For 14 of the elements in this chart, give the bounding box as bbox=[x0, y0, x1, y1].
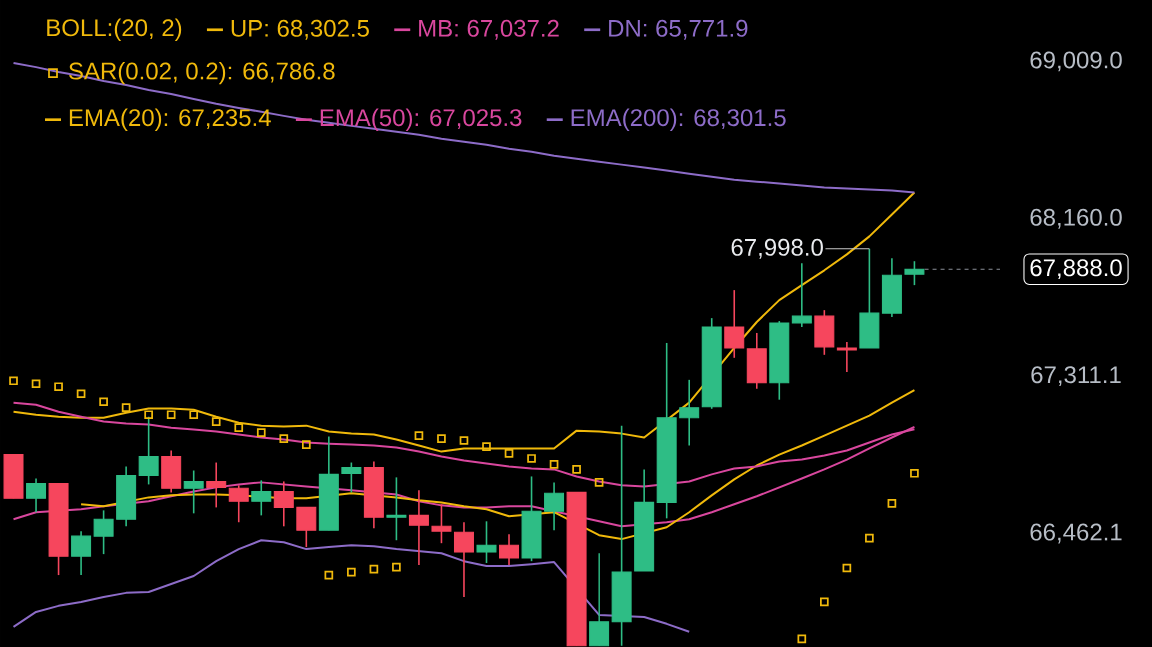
legend-label: EMA(50): 67,025.3 bbox=[320, 108, 522, 131]
legend-label: MB: 67,037.2 bbox=[419, 19, 559, 40]
legend-label: DN: 65,771.9 bbox=[609, 19, 748, 40]
y-tick-label: 69,009.0 bbox=[1030, 51, 1122, 72]
y-tick-label: 66,462.1 bbox=[1030, 523, 1122, 544]
annotation: 67,998.0 bbox=[731, 238, 823, 259]
y-tick-label: 67,311.1 bbox=[1031, 366, 1121, 387]
legend-label: EMA(20): 67,235.4 bbox=[69, 108, 271, 131]
legend-label: EMA(200): 68,301.5 bbox=[571, 108, 786, 131]
annotation: BOLL:(20, 2) bbox=[47, 18, 182, 41]
legend-label: UP: 68,302.5 bbox=[231, 19, 369, 40]
ref-line-label: 67,888.0 bbox=[1030, 259, 1122, 280]
y-tick-label: 68,160.0 bbox=[1030, 208, 1122, 229]
legend-label: SAR(0.02, 0.2): 66,786.8 bbox=[69, 61, 335, 85]
